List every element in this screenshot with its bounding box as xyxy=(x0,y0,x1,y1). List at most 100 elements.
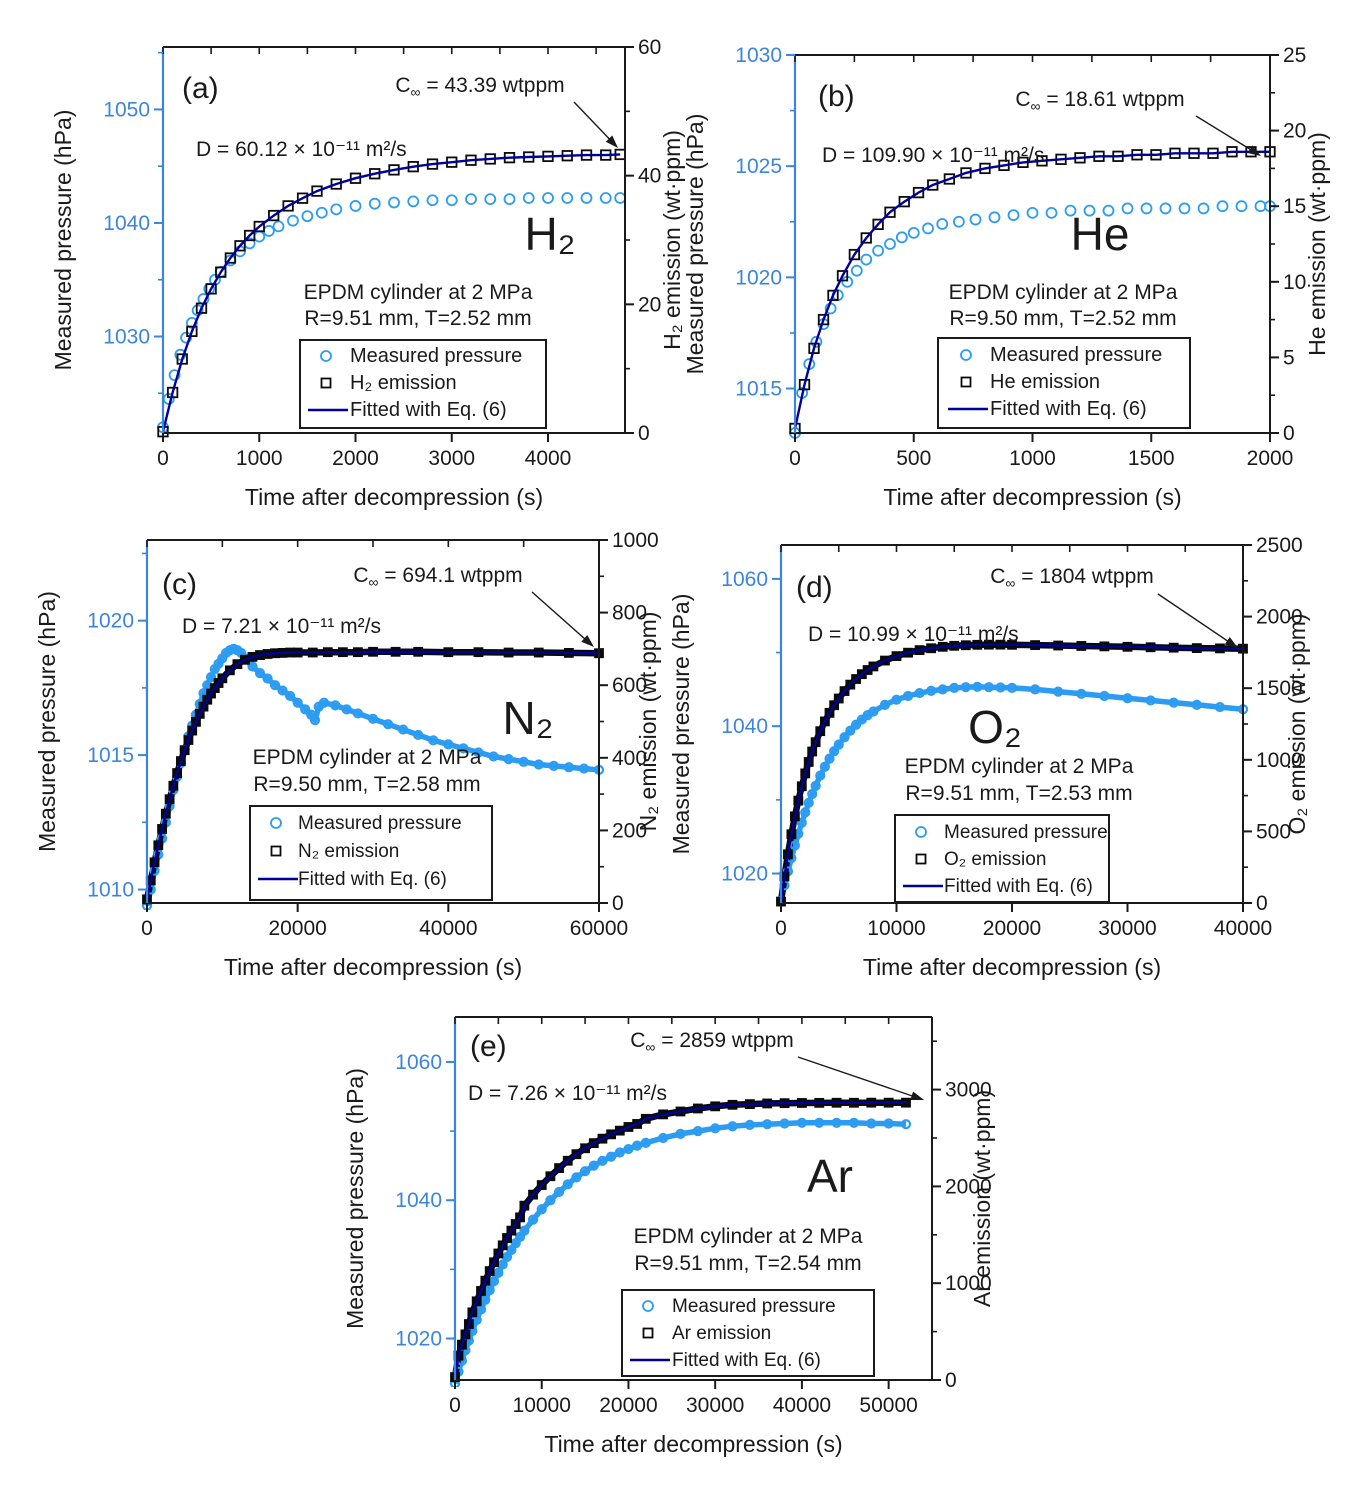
pressure-marker xyxy=(1102,204,1115,217)
pressure-marker xyxy=(907,226,920,239)
x-tick-label: 50000 xyxy=(859,1394,917,1417)
annotation-arrow-line xyxy=(1195,115,1253,152)
legend: Measured pressure H₂ emission Fitted with … xyxy=(299,339,547,429)
left-axis-title: Measured pressure (hPa) xyxy=(682,114,708,375)
pressure-marker xyxy=(315,206,328,219)
pressure-marker xyxy=(185,316,198,329)
pressure-marker xyxy=(922,222,934,235)
right-tick-label: 20 xyxy=(638,293,661,316)
pressure-marker xyxy=(536,1204,547,1215)
pressure-marker xyxy=(579,1166,591,1177)
pressure-marker xyxy=(285,690,296,702)
pressure-marker xyxy=(762,1119,773,1130)
left-tick-label: 1020 xyxy=(87,610,134,633)
annotation-arrow-head xyxy=(910,1091,924,1101)
pressure-marker xyxy=(744,1119,755,1130)
legend-label: O₂ emission xyxy=(944,849,1046,870)
pressure-marker xyxy=(548,760,559,771)
condition-text-2: R=9.51 mm, T=2.53 mm xyxy=(905,782,1132,805)
pressure-marker xyxy=(330,203,343,216)
pressure-marker xyxy=(522,192,535,204)
emission-marker xyxy=(817,313,830,326)
legend-pressure-marker xyxy=(320,350,332,362)
pressure-marker xyxy=(562,1179,573,1190)
left-tick-label: 1020 xyxy=(395,1328,442,1351)
left-tick-label: 1040 xyxy=(395,1189,442,1212)
pressure-marker xyxy=(253,230,266,243)
right-tick-label: 5 xyxy=(1283,346,1295,369)
legend-emission-marker xyxy=(270,845,282,857)
legend-label: Fitted with Eq. (6) xyxy=(298,869,447,890)
series-group xyxy=(789,146,1276,439)
legend: Measured pressure Ar emission Fitted with … xyxy=(621,1289,875,1377)
c-inf-annotation: C∞ = 18.61 wtppm xyxy=(1015,88,1184,114)
pressure-marker xyxy=(443,739,454,750)
pressure-marker xyxy=(879,699,891,710)
legend-label: Fitted with Eq. (6) xyxy=(672,1350,821,1371)
left-tick-label: 1040 xyxy=(103,212,150,235)
left-axis-title: Measured pressure (hPa) xyxy=(50,110,76,371)
emission-marker xyxy=(268,209,280,222)
x-tick-label: 20000 xyxy=(983,917,1041,940)
right-tick-label: 60 xyxy=(638,36,661,59)
pressure-marker xyxy=(205,672,217,683)
condition-text-2: R=9.51 mm, T=2.54 mm xyxy=(634,1252,861,1275)
pressure-marker xyxy=(866,1118,877,1129)
pressure-marker xyxy=(465,193,477,206)
legend-box xyxy=(299,339,547,429)
pressure-marker xyxy=(1145,695,1156,706)
legend-emission-marker xyxy=(960,376,972,388)
gas-label: H₂ xyxy=(524,208,575,260)
diffusion-coefficient-text: D = 7.26 × 10⁻¹¹ m²/s xyxy=(468,1082,667,1105)
pressure-marker xyxy=(349,200,362,212)
pressure-marker xyxy=(614,192,627,204)
pressure-marker xyxy=(300,704,311,715)
left-tick-label: 1050 xyxy=(103,98,150,121)
left-axis-title: Measured pressure (hPa) xyxy=(34,591,60,852)
left-tick-label: 1040 xyxy=(721,715,768,738)
pressure-marker xyxy=(445,194,458,207)
pressure-marker xyxy=(972,681,983,692)
pressure-marker xyxy=(1122,693,1133,704)
left-tick-label: 1060 xyxy=(395,1051,442,1074)
fit-line xyxy=(779,643,1244,902)
legend-label: N₂ emission xyxy=(298,841,399,862)
pressure-marker xyxy=(519,1225,530,1236)
pressure-marker xyxy=(848,1117,860,1128)
panel-label: (b) xyxy=(818,80,855,113)
right-tick-label: 200 xyxy=(612,819,647,842)
right-tick-label: 15 xyxy=(1283,195,1306,218)
legend-pressure-marker xyxy=(642,1300,654,1312)
emission-marker xyxy=(224,252,237,264)
condition-text-2: R=9.50 mm, T=2.58 mm xyxy=(253,773,480,796)
x-tick-label: 1000 xyxy=(236,447,283,470)
x-tick-label: 0 xyxy=(775,917,787,940)
x-tick-label: 2000 xyxy=(332,447,379,470)
legend-pressure-marker xyxy=(915,826,927,838)
right-tick-label: 1000 xyxy=(612,529,659,552)
pressure-marker xyxy=(900,1119,912,1130)
pressure-marker xyxy=(1254,200,1267,213)
left-tick-label: 1020 xyxy=(721,863,768,886)
legend-pressure-marker xyxy=(960,349,972,361)
right-tick-label: 1500 xyxy=(1256,677,1303,700)
pressure-marker xyxy=(810,335,823,348)
annotation-arrow-head xyxy=(1224,636,1238,648)
pressure-marker xyxy=(803,797,814,808)
pressure-marker xyxy=(800,807,811,818)
legend: Measured pressure He emission Fitted with … xyxy=(937,337,1191,429)
pressure-marker xyxy=(262,673,273,684)
legend-label: Measured pressure xyxy=(672,1296,836,1317)
emission-marker xyxy=(234,240,246,252)
pressure-marker xyxy=(527,1214,539,1225)
pressure-marker xyxy=(318,697,330,708)
x-tick-label: 3000 xyxy=(428,447,475,470)
right-tick-label: 10 xyxy=(1283,271,1306,294)
pressure-marker xyxy=(398,724,409,735)
pressure-marker xyxy=(458,743,469,754)
legend-box xyxy=(894,814,1110,903)
pressure-marker xyxy=(571,1172,582,1183)
emission-marker xyxy=(927,179,939,191)
pressure-marker xyxy=(640,1137,651,1148)
